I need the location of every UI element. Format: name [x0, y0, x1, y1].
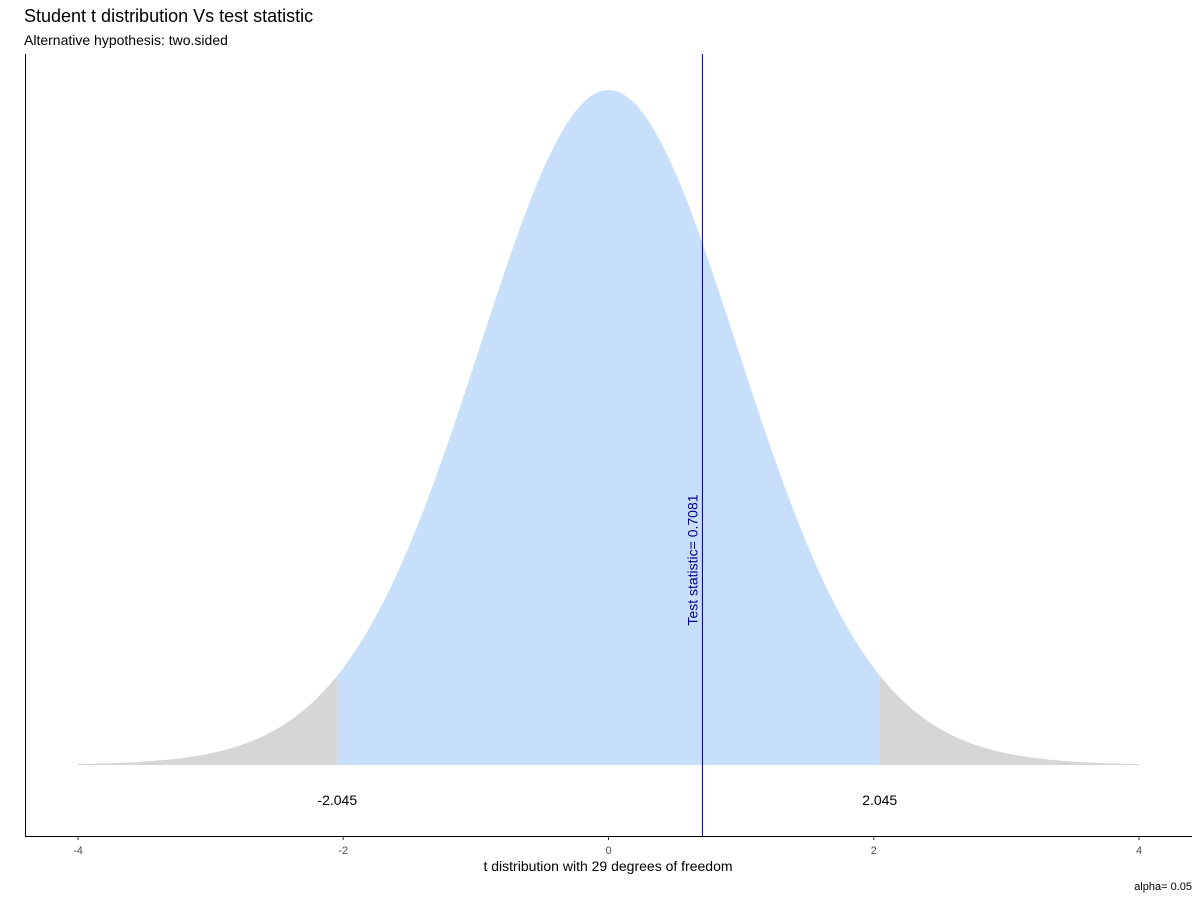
x-tick-label: -4: [73, 845, 83, 857]
x-tick-label: 2: [871, 845, 877, 857]
rejection-region-right: [879, 675, 1139, 765]
chart-subtitle: Alternative hypothesis: two.sided: [24, 32, 228, 48]
x-tick-label: -2: [338, 845, 348, 857]
chart-marks: -4 -2 0 2 4 -2.045 2.045 Test statistic= 0.7081: [25, 54, 1192, 857]
x-axis-title: t distribution with 29 degrees of freedo…: [483, 858, 732, 874]
critical-value-label: -2.045: [317, 792, 357, 808]
acceptance-region: [337, 90, 880, 765]
x-tick-label: 4: [1136, 845, 1142, 857]
alpha-caption: alpha= 0.05: [1134, 881, 1192, 893]
chart-title: Student t distribution Vs test statistic: [24, 6, 313, 26]
test-statistic-label: Test statistic= 0.7081: [684, 494, 700, 625]
critical-value-label: 2.045: [862, 792, 897, 808]
rejection-region-left: [78, 675, 338, 765]
x-tick-label: 0: [605, 845, 611, 857]
density-regions: [78, 90, 1139, 765]
